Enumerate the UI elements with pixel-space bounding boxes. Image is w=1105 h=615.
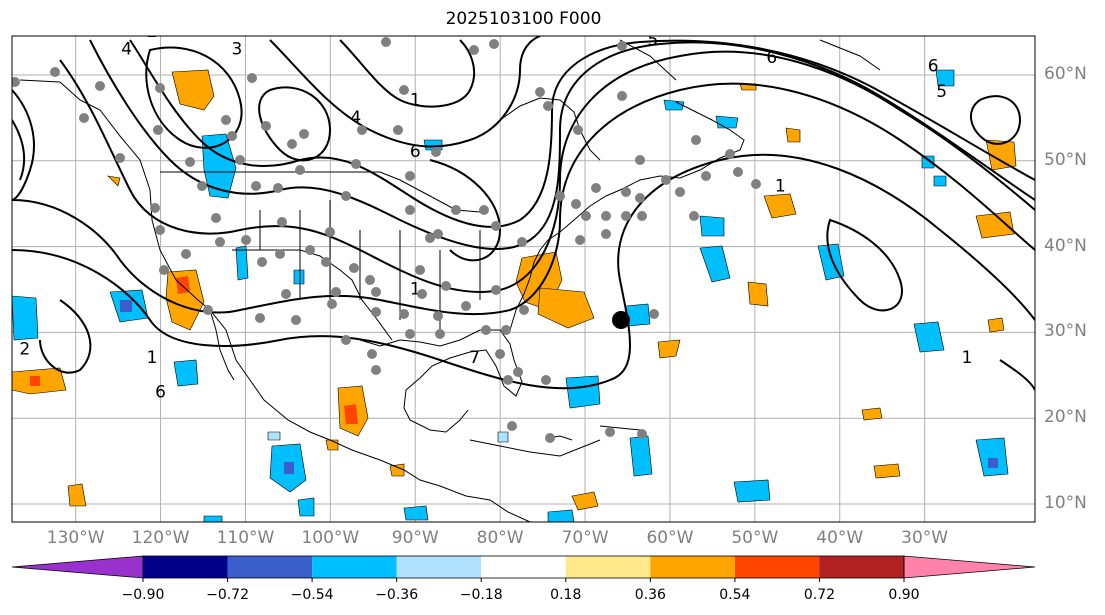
highlighted-station-marker — [612, 311, 630, 329]
cold-anomaly-shading — [12, 69, 1009, 522]
longitude-label: 130°W — [46, 528, 105, 548]
longitude-label: 70°W — [561, 528, 609, 548]
contour-label: 1 — [962, 348, 973, 368]
coastlines-borders — [19, 39, 881, 522]
colorbar-outline — [142, 555, 905, 579]
contour-label: 7 — [469, 348, 480, 368]
colorbar-segment — [650, 556, 735, 578]
contour-label: 6 — [410, 142, 421, 162]
longitude-label: 30°W — [901, 528, 949, 548]
colorbar-tick-label: −0.18 — [459, 587, 503, 603]
colorbar-segment — [565, 556, 651, 578]
contour-label: 5 — [648, 31, 659, 51]
colorbar-tick-label: 0.18 — [550, 587, 582, 603]
contour-label: 4 — [121, 39, 132, 59]
colorbar — [11, 555, 1036, 582]
map-frame — [11, 35, 1036, 523]
colorbar-extend-high — [903, 555, 1036, 579]
colorbar-segment — [396, 556, 482, 578]
map-title: 2025103100 F000 — [445, 9, 602, 29]
colorbar-tick-label: 0.72 — [803, 587, 836, 603]
colorbar-segment — [227, 556, 313, 578]
contour-label: 2 — [147, 22, 158, 42]
station-markers — [12, 37, 761, 443]
colorbar-tick-label: 0.36 — [634, 587, 666, 603]
longitude-label: 110°W — [216, 528, 275, 548]
latitude-label: 50°N — [1044, 149, 1087, 170]
latitude-label: 40°N — [1044, 235, 1087, 256]
contour-label: 6 — [928, 56, 939, 76]
contour-label: 1 — [147, 348, 158, 368]
colorbar-tick-label: 0.54 — [719, 587, 751, 603]
contour-label: 3 — [232, 39, 243, 59]
colorbar-tick-label: 0.90 — [888, 587, 920, 603]
longitude-label: 40°W — [816, 528, 864, 548]
colorbar-segment — [312, 556, 397, 578]
contour-label: 6 — [155, 382, 166, 402]
colorbar-tick-label: −0.54 — [290, 587, 334, 603]
latitude-label: 60°N — [1044, 64, 1087, 84]
contour-label: 4 — [350, 108, 361, 128]
contour-label: 6 — [766, 48, 777, 68]
colorbar-segment — [143, 556, 228, 578]
colorbar-segment — [481, 556, 566, 578]
latitude-label: 20°N — [1044, 407, 1087, 428]
colorbar-extend-low — [11, 555, 144, 579]
longitude-label: 100°W — [301, 528, 360, 548]
latitude-label: 30°N — [1044, 321, 1087, 342]
contour-label: 1 — [410, 280, 421, 300]
colorbar-tick-label: −0.72 — [206, 587, 249, 603]
contour-label: 1 — [410, 91, 421, 111]
weak-cold-shading — [267, 431, 509, 443]
contour-label: 2 — [19, 340, 30, 360]
contour-label: 5 — [936, 82, 947, 102]
colorbar-tick-label: −0.36 — [375, 587, 419, 603]
colorbar-segment — [819, 556, 904, 578]
longitude-label: 60°W — [646, 528, 694, 548]
latitude-label: 10°N — [1044, 493, 1087, 513]
contour-label: 1 — [775, 177, 786, 197]
strong-cold-shading — [120, 300, 998, 474]
longitude-label: 120°W — [131, 528, 190, 548]
longitude-label: 90°W — [391, 528, 439, 548]
colorbar-tick-label: −0.90 — [121, 587, 165, 603]
warm-anomaly-shading — [12, 69, 1017, 511]
colorbar-segment — [734, 556, 820, 578]
height-contours — [12, 36, 1035, 391]
longitude-label: 50°W — [731, 528, 779, 548]
longitude-label: 80°W — [476, 528, 524, 548]
